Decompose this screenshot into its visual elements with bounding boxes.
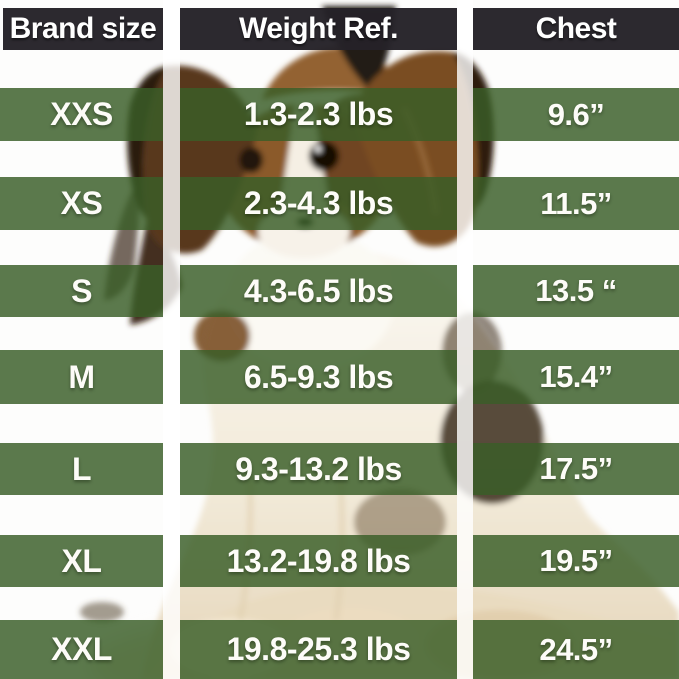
size-cell: L [0,443,163,495]
chest-cell: 17.5” [473,443,679,495]
weight-cell: 2.3-4.3 lbs [180,177,457,230]
table-header-row: Brand size Weight Ref. Chest [0,8,679,50]
size-cell: XXS [0,88,163,141]
size-cell: S [0,265,163,317]
column-divider [457,0,473,679]
weight-cell: 13.2-19.8 lbs [180,535,457,587]
table-row: XL 13.2-19.8 lbs 19.5” [0,535,679,587]
table-row: S 4.3-6.5 lbs 13.5 “ [0,265,679,317]
table-row: L 9.3-13.2 lbs 17.5” [0,443,679,495]
table-row: XXL 19.8-25.3 lbs 24.5” [0,620,679,679]
weight-cell: 19.8-25.3 lbs [180,620,457,679]
size-cell: XXL [0,620,163,679]
weight-cell: 9.3-13.2 lbs [180,443,457,495]
size-cell: M [0,350,163,404]
weight-cell: 1.3-2.3 lbs [180,88,457,141]
weight-cell: 6.5-9.3 lbs [180,350,457,404]
header-brand-size: Brand size [3,8,163,50]
chest-cell: 9.6” [473,88,679,141]
size-cell: XS [0,177,163,230]
chest-cell: 13.5 “ [473,265,679,317]
weight-cell: 4.3-6.5 lbs [180,265,457,317]
chest-cell: 19.5” [473,535,679,587]
table-row: XS 2.3-4.3 lbs 11.5” [0,177,679,230]
column-divider [163,0,180,679]
header-chest: Chest [473,8,679,50]
chest-cell: 24.5” [473,620,679,679]
header-weight-ref: Weight Ref. [180,8,457,50]
table-row: XXS 1.3-2.3 lbs 9.6” [0,88,679,141]
chest-cell: 11.5” [473,177,679,230]
size-cell: XL [0,535,163,587]
chest-cell: 15.4” [473,350,679,404]
table-row: M 6.5-9.3 lbs 15.4” [0,350,679,404]
